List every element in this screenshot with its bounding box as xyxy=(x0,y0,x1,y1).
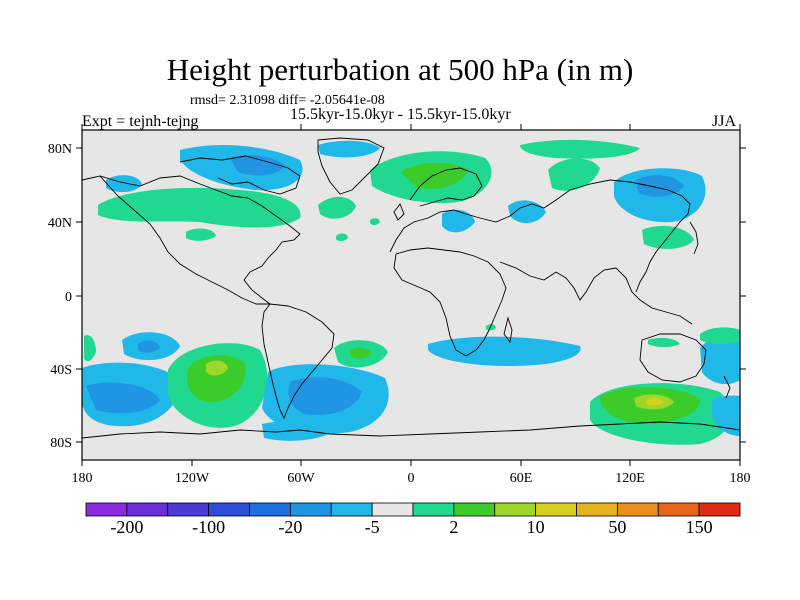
colorbar-swatch xyxy=(494,502,537,517)
contour-positive xyxy=(186,228,216,241)
colorbar-label: 50 xyxy=(608,517,626,537)
axis-ticks xyxy=(76,124,746,466)
coast-canada-arctic xyxy=(179,155,301,195)
coast-africa xyxy=(393,247,507,357)
contour-positive xyxy=(370,218,380,226)
colorbar-swatch xyxy=(576,502,618,517)
x-tick-label: 60E xyxy=(510,471,533,486)
coast-australia xyxy=(639,333,707,383)
y-tick-label: 80S xyxy=(50,436,72,451)
coast-japan xyxy=(689,221,699,255)
contour-negative xyxy=(86,382,160,414)
colorbar-label: 10 xyxy=(527,517,545,537)
x-tick-label: 180 xyxy=(72,471,93,486)
coast-europe xyxy=(389,179,691,293)
coast-north-america xyxy=(82,175,301,305)
contour-fields xyxy=(82,137,740,445)
contour-positive xyxy=(206,360,228,376)
coast-south-america xyxy=(261,303,335,420)
contour-negative xyxy=(288,377,362,416)
colorbar-swatch xyxy=(167,502,210,517)
coast-southeast-asia xyxy=(615,267,693,325)
x-tick-label: 120W xyxy=(175,471,210,486)
colorbar-swatch xyxy=(657,502,700,517)
contour-negative xyxy=(230,155,285,176)
contour-positive xyxy=(648,337,680,347)
contour-positive xyxy=(318,196,356,219)
coast-antarctica xyxy=(82,421,740,439)
colorbar-swatch xyxy=(249,502,291,517)
coast-greenland xyxy=(317,137,385,195)
colorbar-swatch xyxy=(412,502,455,517)
y-tick-label: 40N xyxy=(48,216,72,231)
contour-negative xyxy=(318,140,380,158)
contour-positive xyxy=(700,327,740,345)
contour-positive xyxy=(548,158,600,191)
colorbar-labels: -200 -100 -20 -5 2 10 50 150 xyxy=(110,517,712,537)
experiment-label: Expt = tejnh-tejng xyxy=(82,113,199,130)
coast-new-zealand xyxy=(723,375,731,399)
y-tick-label: 80N xyxy=(48,142,72,157)
colorbar-label: -5 xyxy=(365,517,380,537)
colorbar-swatch xyxy=(371,502,414,517)
contour-negative xyxy=(262,420,336,441)
colorbar-label: -200 xyxy=(110,517,143,537)
colorbar-label: 150 xyxy=(686,517,713,537)
x-tick-label: 120E xyxy=(615,471,645,486)
colorbar-swatch xyxy=(126,502,169,517)
coast-uk xyxy=(393,203,405,221)
colorbar-label: -20 xyxy=(278,517,302,537)
contour-positive xyxy=(646,398,664,406)
subtitle: 15.5kyr-15.0kyr - 15.5kyr-15.0kyr xyxy=(290,106,511,123)
colorbar-swatch xyxy=(330,502,373,517)
colorbar-swatch xyxy=(208,502,250,517)
map-title: Height perturbation at 500 hPa (in m) xyxy=(166,52,634,87)
colorbar-label: 2 xyxy=(449,517,458,537)
contour-negative xyxy=(428,336,581,366)
contour-positive xyxy=(186,354,246,403)
contour-negative xyxy=(442,209,475,233)
x-tick-label: 0 xyxy=(408,471,415,486)
contour-negative xyxy=(508,200,546,224)
contour-negative xyxy=(712,395,740,436)
colorbar-swatch xyxy=(453,502,496,517)
coast-north-america-west xyxy=(99,175,270,305)
y-tick-label: 0 xyxy=(65,290,72,305)
contour-positive xyxy=(336,233,348,242)
contour-positive xyxy=(98,187,301,228)
contour-positive xyxy=(84,334,96,362)
season-label: JJA xyxy=(712,113,737,130)
colorbar-swatch xyxy=(535,502,577,517)
contour-positive xyxy=(350,347,372,359)
colorbar-swatch xyxy=(616,502,659,517)
contour-negative xyxy=(138,340,160,353)
x-tick-label: 180 xyxy=(730,471,751,486)
contour-positive xyxy=(486,324,496,331)
contour-negative xyxy=(106,175,142,193)
colorbar-label: -100 xyxy=(192,517,225,537)
contour-positive xyxy=(520,139,640,159)
x-tick-label: 60W xyxy=(287,471,315,486)
colorbar-swatch xyxy=(289,502,332,517)
colorbar-swatch xyxy=(85,502,128,517)
coast-scandinavia xyxy=(409,167,483,207)
stats-line: rmsd= 2.31098 diff= -2.05641e-08 xyxy=(190,93,385,108)
colorbar-swatch xyxy=(698,502,741,517)
y-tick-label: 40S xyxy=(50,363,72,378)
coast-madagascar xyxy=(503,316,513,344)
coastlines xyxy=(82,137,740,439)
colorbar xyxy=(85,502,741,517)
coast-arabia-india xyxy=(499,261,617,301)
